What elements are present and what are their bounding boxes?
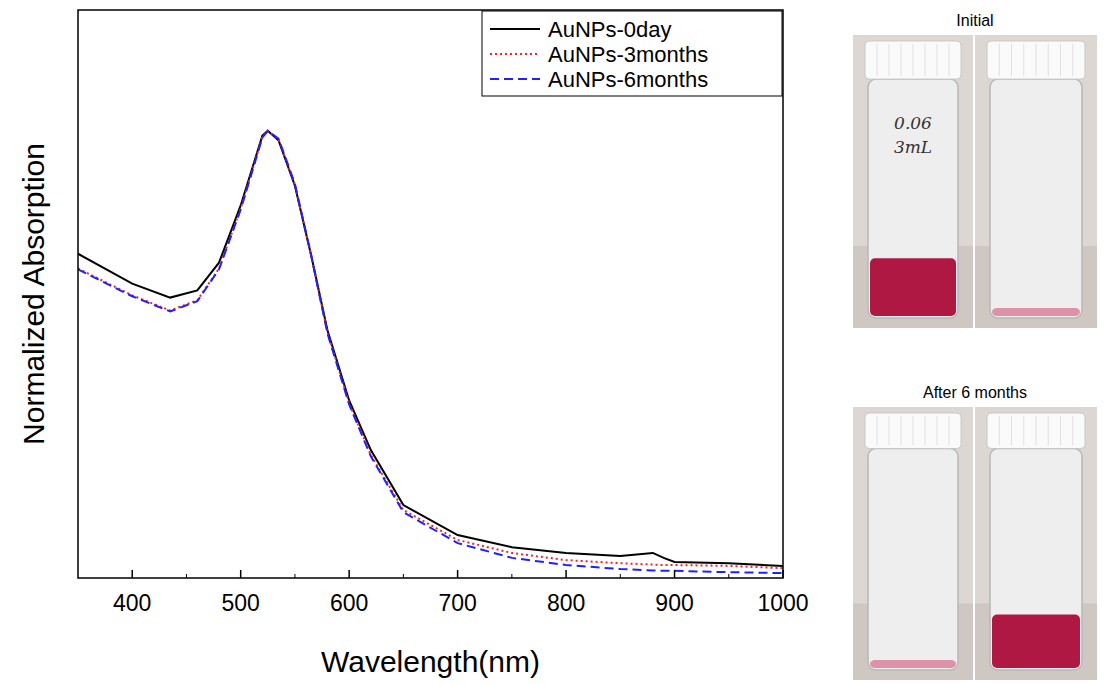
vial-liquid [992, 308, 1080, 316]
vial-liquid [992, 615, 1080, 668]
cap-ridge [1060, 44, 1061, 76]
legend-swatch [490, 78, 540, 80]
cap-ridge [1036, 416, 1037, 445]
cap-ridge [949, 44, 950, 76]
vial-cap [987, 41, 1085, 79]
cap-ridge [913, 416, 914, 445]
x-tick-label: 500 [222, 590, 260, 616]
cap-ridge [901, 416, 902, 445]
x-tick-label: 900 [655, 590, 693, 616]
x-tick [348, 570, 350, 578]
cap-ridge [1011, 44, 1012, 76]
cap-ridge [999, 416, 1000, 445]
x-tick [565, 570, 567, 578]
legend-swatch [490, 28, 540, 30]
cap-ridge [1011, 416, 1012, 445]
x-tick [782, 570, 784, 578]
x-minor-tick [620, 574, 621, 578]
x-minor-tick [294, 574, 295, 578]
x-tick-label: 400 [113, 590, 151, 616]
plot-frame [78, 10, 783, 578]
photo-background [975, 407, 1097, 680]
x-tick [131, 570, 133, 578]
x-minor-tick [511, 574, 512, 578]
plot-lines [78, 131, 783, 573]
x-tick [674, 570, 676, 578]
x-tick-label: 600 [330, 590, 368, 616]
cap-ridge [1048, 416, 1049, 445]
x-minor-tick [403, 574, 404, 578]
legend-box [482, 11, 782, 96]
x-tick [457, 570, 459, 578]
series-line [78, 131, 783, 566]
vial-cap [865, 413, 961, 448]
cap-ridge [1023, 416, 1024, 445]
x-tick [240, 570, 242, 578]
cap-ridge [949, 416, 950, 445]
photo-background [853, 35, 973, 328]
legend-label: AuNPs-3months [548, 42, 708, 67]
x-axis-title: Wavelength(nm) [321, 645, 540, 678]
cap-ridge [877, 416, 878, 445]
vial-label: 0.06 3mL [894, 113, 932, 157]
legend-swatch [490, 53, 540, 55]
vial-cap [987, 413, 1085, 448]
photo-background [853, 407, 973, 680]
vial-cap [865, 41, 961, 79]
cap-ridge [1072, 416, 1073, 445]
photo-background [975, 35, 1097, 328]
series-line [78, 131, 783, 568]
cap-ridge [1048, 44, 1049, 76]
vial-label-line: 0.06 [894, 113, 932, 133]
cap-ridge [1072, 44, 1073, 76]
legend-label: AuNPs-0day [548, 17, 672, 42]
vial-label-line: 3mL [894, 137, 932, 157]
figure: 400 500 600 700 800 900 1000 Wavelength(nm) Norm… [0, 0, 1105, 684]
vial-glass [990, 448, 1082, 670]
cap-ridge [1036, 44, 1037, 76]
x-tick-label: 700 [438, 590, 476, 616]
cap-ridge [999, 44, 1000, 76]
panel-title: After 6 months [923, 384, 1027, 401]
vial-glass [990, 79, 1082, 318]
cap-ridge [901, 44, 902, 76]
legend: AuNPs-0dayAuNPs-3monthsAuNPs-6months [482, 11, 782, 96]
series-line [78, 131, 783, 573]
x-minor-tick [186, 574, 187, 578]
vial-liquid [870, 258, 956, 316]
cap-ridge [877, 44, 878, 76]
cap-ridge [1060, 416, 1061, 445]
cap-ridge [937, 44, 938, 76]
legend-label: AuNPs-6months [548, 67, 708, 92]
cap-ridge [889, 44, 890, 76]
cap-ridge [925, 416, 926, 445]
x-tick-label: 1000 [757, 590, 808, 616]
vial-liquid [870, 660, 956, 668]
y-axis-title: Normalized Absorption [17, 143, 50, 445]
cap-ridge [925, 44, 926, 76]
x-minor-tick [728, 574, 729, 578]
cap-ridge [937, 416, 938, 445]
x-tick-label: 800 [547, 590, 585, 616]
cap-ridge [913, 44, 914, 76]
cap-ridge [889, 416, 890, 445]
cap-ridge [1023, 44, 1024, 76]
vial-glass [868, 448, 958, 670]
vial-glass [868, 79, 958, 318]
panel-title: Initial [956, 12, 993, 29]
